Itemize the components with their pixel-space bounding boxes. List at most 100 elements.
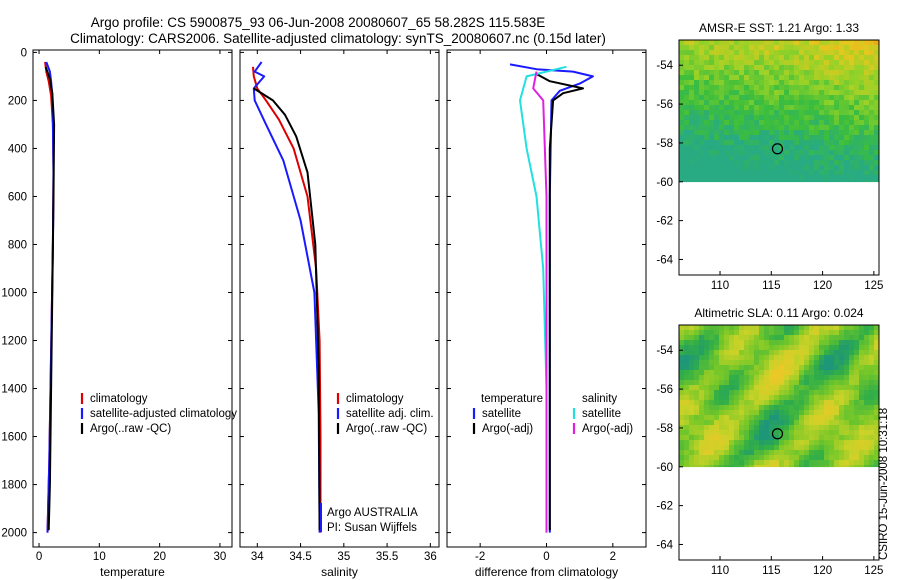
heat-cell	[869, 85, 875, 91]
heat-cell	[769, 155, 775, 161]
heat-cell	[769, 105, 775, 111]
heat-cell	[874, 55, 880, 61]
heat-cell	[829, 455, 835, 461]
heat-cell	[779, 105, 785, 111]
heat-cell	[719, 330, 725, 336]
heat-cell	[819, 400, 825, 406]
heat-cell	[864, 180, 870, 183]
heat-cell	[844, 450, 850, 456]
heat-cell	[789, 455, 795, 461]
heat-cell	[714, 110, 720, 116]
heat-cell	[754, 380, 760, 386]
heat-cell	[734, 395, 740, 401]
heat-cell	[739, 80, 745, 86]
heat-cell	[874, 110, 880, 116]
heat-cell	[714, 405, 720, 411]
heat-cell	[854, 110, 860, 116]
heat-cell	[744, 180, 750, 183]
heat-cell	[874, 355, 880, 361]
heat-cell	[749, 145, 755, 151]
heat-cell	[754, 65, 760, 71]
heat-cell	[789, 45, 795, 51]
heat-cell	[689, 40, 695, 46]
heat-cell	[744, 50, 750, 56]
heat-cell	[769, 40, 775, 46]
heat-cell	[844, 425, 850, 431]
heat-cell	[769, 175, 775, 181]
heat-cell	[829, 410, 835, 416]
heat-cell	[829, 330, 835, 336]
heat-cell	[724, 445, 730, 451]
heat-cell	[679, 65, 685, 71]
heat-cell	[749, 140, 755, 146]
heat-cell	[874, 85, 880, 91]
heat-cell	[699, 350, 705, 356]
heat-cell	[829, 130, 835, 136]
heat-cell	[679, 355, 685, 361]
heat-cell	[864, 150, 870, 156]
heat-cell	[719, 120, 725, 126]
heat-cell	[694, 435, 700, 441]
heat-cell	[704, 390, 710, 396]
heat-cell	[839, 465, 845, 468]
heat-cell	[764, 375, 770, 381]
heat-cell	[799, 405, 805, 411]
heat-cell	[819, 130, 825, 136]
heat-cell	[819, 140, 825, 146]
heat-cell	[714, 135, 720, 141]
heat-cell	[729, 375, 735, 381]
heat-cell	[824, 80, 830, 86]
heat-cell	[734, 145, 740, 151]
heat-cell	[854, 400, 860, 406]
heat-cell	[714, 440, 720, 446]
heat-cell	[694, 415, 700, 421]
heat-cell	[774, 325, 780, 331]
heat-cell	[684, 75, 690, 81]
heat-cell	[734, 90, 740, 96]
heat-cell	[684, 405, 690, 411]
heat-cell	[829, 160, 835, 166]
heat-cell	[789, 440, 795, 446]
heat-cell	[829, 170, 835, 176]
heat-cell	[854, 395, 860, 401]
heat-cell	[769, 465, 775, 468]
heat-cell	[719, 110, 725, 116]
heat-cell	[699, 115, 705, 121]
heat-cell	[709, 175, 715, 181]
heat-cell	[689, 75, 695, 81]
heat-cell	[744, 165, 750, 171]
heat-cell	[854, 450, 860, 456]
heat-cell	[684, 435, 690, 441]
heat-cell	[764, 110, 770, 116]
heat-cell	[824, 160, 830, 166]
heat-cell	[794, 150, 800, 156]
heat-cell	[804, 365, 810, 371]
heat-cell	[724, 340, 730, 346]
heat-cell	[709, 355, 715, 361]
heat-cell	[769, 375, 775, 381]
heat-cell	[789, 95, 795, 101]
heat-cell	[874, 430, 880, 436]
heat-cell	[814, 460, 820, 466]
heat-cell	[854, 65, 860, 71]
heat-cell	[684, 40, 690, 46]
heat-cell	[699, 55, 705, 61]
heat-cell	[754, 465, 760, 468]
heat-cell	[784, 465, 790, 468]
heat-cell	[844, 455, 850, 461]
heat-cell	[814, 160, 820, 166]
heat-cell	[804, 330, 810, 336]
heat-cell	[724, 390, 730, 396]
heat-cell	[849, 360, 855, 366]
heat-cell	[689, 445, 695, 451]
heat-cell	[744, 150, 750, 156]
heat-cell	[704, 345, 710, 351]
heat-cell	[679, 370, 685, 376]
heat-cell	[814, 355, 820, 361]
heat-cell	[739, 95, 745, 101]
heat-cell	[704, 115, 710, 121]
heat-cell	[774, 365, 780, 371]
heat-cell	[774, 410, 780, 416]
x-tick-label: 10	[93, 551, 106, 563]
